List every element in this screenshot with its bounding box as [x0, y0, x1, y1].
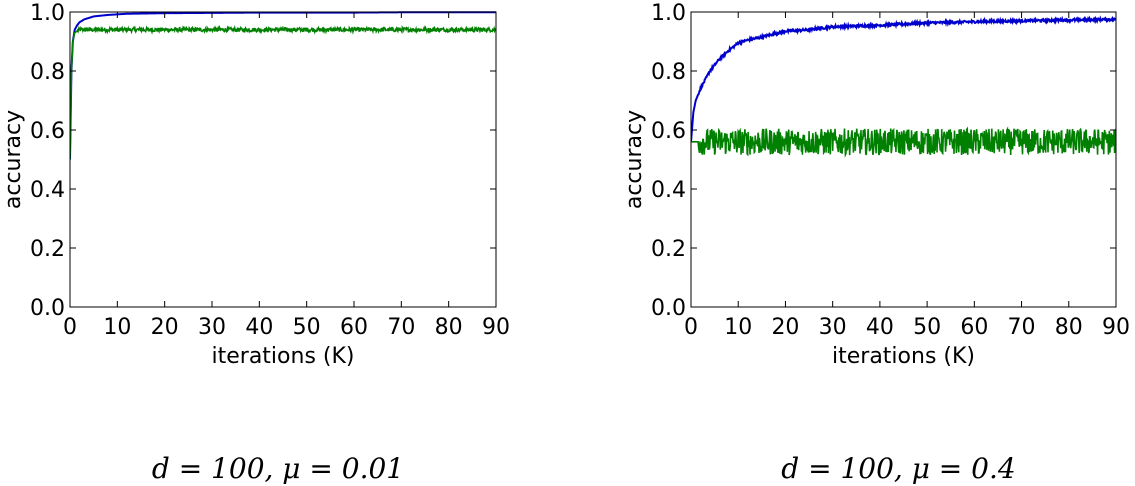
x-tick-label: 0: [63, 315, 77, 340]
y-tick-label: 0.8: [30, 60, 65, 85]
chart-right: 0 10 20 30 40 50 60 70 80 90 0.0 0.2 0.4 0.6 0.8 1.0 ite…: [622, 1, 1130, 485]
x-tick-label: 80: [435, 315, 463, 340]
y-tick-label: 0.0: [30, 296, 65, 321]
x-tick-label: 50: [293, 315, 321, 340]
x-tick-label: 90: [482, 315, 510, 340]
x-tick-label: 70: [1008, 315, 1036, 340]
x-tick-label: 40: [245, 315, 273, 340]
x-tick-label: 0: [684, 315, 698, 340]
series-line-0: [691, 15, 1116, 142]
x-tick-label: 20: [151, 315, 179, 340]
x-tick-label: 70: [387, 315, 415, 340]
x-axis-label: iterations (K): [832, 344, 975, 369]
axes-frame: [690, 11, 1117, 308]
chart-caption: d = 100, μ = 0.4: [781, 452, 1015, 485]
x-tick-label: 30: [198, 315, 226, 340]
series-line-1: [691, 126, 1116, 158]
x-tick-label: 60: [960, 315, 988, 340]
x-tick-label: 50: [913, 315, 941, 340]
plot-area: [691, 15, 1116, 158]
chart-left: 0 10 20 30 40 50 60 70 80 90 0.0 0.2 0.4 0.6 0.8 1.0 ite…: [1, 1, 510, 485]
x-tick-label: 10: [724, 315, 752, 340]
x-tick-label: 20: [771, 315, 799, 340]
y-tick-label: 0.0: [651, 296, 686, 321]
y-tick-label: 0.4: [30, 178, 65, 203]
y-axis-label: accuracy: [1, 110, 26, 209]
x-tick-label: 30: [819, 315, 847, 340]
y-tick-label: 0.2: [30, 237, 65, 262]
y-tick-label: 0.6: [651, 119, 686, 144]
y-tick-label: 1.0: [651, 1, 686, 26]
x-tick-label: 10: [103, 315, 131, 340]
y-axis-label: accuracy: [622, 110, 647, 209]
x-tick-label: 90: [1102, 315, 1130, 340]
y-tick-label: 0.8: [651, 60, 686, 85]
x-tick-label: 40: [866, 315, 894, 340]
y-tick-label: 1.0: [30, 1, 65, 26]
series-line-1: [70, 24, 496, 160]
y-tick-label: 0.2: [651, 237, 686, 262]
plot-area: [70, 11, 496, 160]
chart-caption: d = 100, μ = 0.01: [152, 452, 404, 485]
axes-frame: [69, 11, 497, 308]
series-line-0: [70, 11, 496, 160]
y-tick-label: 0.4: [651, 178, 686, 203]
x-tick-label: 60: [340, 315, 368, 340]
x-axis-label: iterations (K): [212, 344, 355, 369]
x-tick-label: 80: [1055, 315, 1083, 340]
y-tick-label: 0.6: [30, 119, 65, 144]
